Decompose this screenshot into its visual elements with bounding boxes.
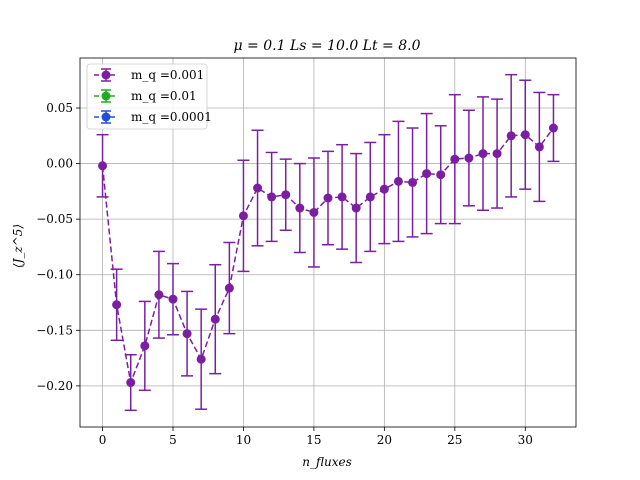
legend-item: m_q =0.001 xyxy=(94,68,204,82)
data-point xyxy=(196,354,206,364)
y-axis-label: ⟨J_z^5⟩ xyxy=(11,224,25,268)
data-point xyxy=(281,190,291,200)
data-point xyxy=(436,170,446,180)
y-axis: −0.20 −0.15 −0.10 −0.05 0.00 0.05 xyxy=(36,101,80,393)
y-tick-label: 0.00 xyxy=(46,157,73,171)
x-axis-label: n_fluxes xyxy=(302,455,352,469)
data-point xyxy=(210,314,220,324)
data-point xyxy=(323,193,333,203)
data-point xyxy=(379,184,389,194)
plot-area xyxy=(96,73,560,412)
axes-frame xyxy=(79,57,577,428)
legend-label: m_q =0.001 xyxy=(131,68,204,82)
data-point xyxy=(351,203,361,213)
data-point xyxy=(337,192,347,202)
data-point xyxy=(464,153,474,163)
legend: m_q =0.001 m_q =0.01 m_q =0.0001 xyxy=(86,63,212,130)
data-point xyxy=(520,130,530,140)
data-point xyxy=(548,123,558,133)
data-point xyxy=(98,161,108,171)
y-tick-label: −0.10 xyxy=(36,268,73,282)
data-point xyxy=(112,300,122,310)
x-tick-label: 0 xyxy=(99,433,107,447)
chart-title: μ = 0.1 Ls = 10.0 Lt = 8.0 xyxy=(234,38,421,54)
legend-marker xyxy=(101,112,111,122)
data-point xyxy=(168,294,178,304)
data-point xyxy=(253,183,263,193)
x-tick-label: 25 xyxy=(447,433,462,447)
y-tick-label: 0.05 xyxy=(46,101,73,115)
data-point xyxy=(126,378,136,388)
x-tick-label: 10 xyxy=(236,433,251,447)
data-point xyxy=(492,149,502,159)
x-tick-label: 30 xyxy=(518,433,533,447)
legend-marker xyxy=(101,91,111,101)
data-point xyxy=(506,131,516,141)
data-point xyxy=(238,211,248,221)
legend-item: m_q =0.01 xyxy=(94,89,197,103)
data-point xyxy=(422,169,432,179)
data-point xyxy=(224,283,234,293)
x-tick-label: 5 xyxy=(169,433,177,447)
data-point xyxy=(478,149,488,159)
data-point xyxy=(393,176,403,186)
data-point xyxy=(182,329,192,339)
legend-label: m_q =0.01 xyxy=(131,89,197,103)
y-tick-label: −0.20 xyxy=(36,379,73,393)
x-axis: 0 5 10 15 20 25 30 xyxy=(99,427,533,447)
legend-box xyxy=(86,63,208,130)
x-tick-label: 20 xyxy=(377,433,392,447)
y-tick-label: −0.05 xyxy=(36,212,73,226)
x-tick-label: 15 xyxy=(306,433,321,447)
legend-label: m_q =0.0001 xyxy=(131,110,212,124)
data-point xyxy=(309,207,319,217)
series-m-q-0-001 xyxy=(96,73,560,412)
data-point xyxy=(408,177,418,187)
data-point xyxy=(365,192,375,202)
data-point xyxy=(154,290,164,300)
y-tick-label: −0.15 xyxy=(36,323,73,337)
data-point xyxy=(140,341,150,351)
legend-marker xyxy=(101,70,111,80)
legend-item: m_q =0.0001 xyxy=(94,110,212,124)
data-point xyxy=(534,142,544,152)
data-point xyxy=(267,192,277,202)
data-point xyxy=(450,154,460,164)
data-point xyxy=(295,203,305,213)
